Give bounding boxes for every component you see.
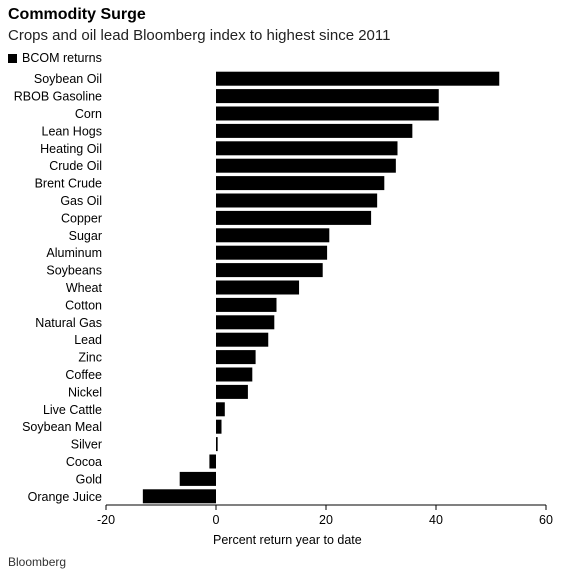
chart-title: Commodity Surge xyxy=(8,6,146,23)
category-label: Cocoa xyxy=(66,455,102,469)
bar xyxy=(216,193,378,208)
category-label: Aluminum xyxy=(46,246,102,260)
bar xyxy=(216,210,372,225)
category-label: Sugar xyxy=(69,229,102,243)
category-label: Wheat xyxy=(66,281,103,295)
source-label: Bloomberg xyxy=(8,555,67,569)
bar xyxy=(216,350,256,365)
x-tick-label: 0 xyxy=(213,513,220,527)
x-tick-label: 40 xyxy=(429,513,443,527)
category-label: Nickel xyxy=(68,385,102,399)
category-label: Corn xyxy=(75,107,102,121)
bar xyxy=(216,332,269,347)
bar xyxy=(142,489,216,504)
legend-label: BCOM returns xyxy=(22,51,102,65)
category-label: Soybeans xyxy=(46,264,102,278)
legend: BCOM returns xyxy=(8,51,102,65)
category-label: Gold xyxy=(76,472,102,486)
x-tick-label: -20 xyxy=(97,513,115,527)
category-label: Heating Oil xyxy=(40,142,102,156)
category-label: Cotton xyxy=(65,298,102,312)
category-label: Copper xyxy=(61,211,102,225)
bar xyxy=(216,437,218,452)
bar xyxy=(216,123,413,138)
legend-swatch xyxy=(8,53,17,63)
bar xyxy=(216,176,385,191)
bar xyxy=(216,71,500,86)
category-label: Natural Gas xyxy=(35,316,102,330)
category-label: Silver xyxy=(71,438,102,452)
bar xyxy=(216,315,275,330)
category-label: Brent Crude xyxy=(35,177,102,191)
bar xyxy=(216,245,328,260)
category-label: Gas Oil xyxy=(60,194,102,208)
category-label: Crude Oil xyxy=(49,159,102,173)
x-tick-label: 20 xyxy=(319,513,333,527)
category-label: Zinc xyxy=(78,351,102,365)
bar xyxy=(216,402,225,417)
bar xyxy=(216,158,396,173)
bar xyxy=(216,419,222,434)
category-label: Coffee xyxy=(65,368,102,382)
bar xyxy=(216,384,248,399)
bar xyxy=(209,454,216,469)
category-label: Lead xyxy=(74,333,102,347)
category-label: Live Cattle xyxy=(43,403,102,417)
category-label: Soybean Meal xyxy=(22,420,102,434)
x-axis-title: Percent return year to date xyxy=(213,533,362,547)
category-label: RBOB Gasoline xyxy=(14,90,102,104)
bar xyxy=(179,471,216,486)
bar xyxy=(216,280,300,295)
chart-subtitle: Crops and oil lead Bloomberg index to hi… xyxy=(8,27,391,44)
bar xyxy=(216,263,323,278)
x-tick-label: 60 xyxy=(539,513,553,527)
bar xyxy=(216,106,439,121)
bar xyxy=(216,141,398,156)
category-label: Orange Juice xyxy=(28,490,102,504)
category-label: Lean Hogs xyxy=(42,124,102,138)
bar xyxy=(216,228,330,243)
category-label: Soybean Oil xyxy=(34,72,102,86)
bar xyxy=(216,297,277,312)
bar xyxy=(216,367,253,382)
bar xyxy=(216,89,439,104)
